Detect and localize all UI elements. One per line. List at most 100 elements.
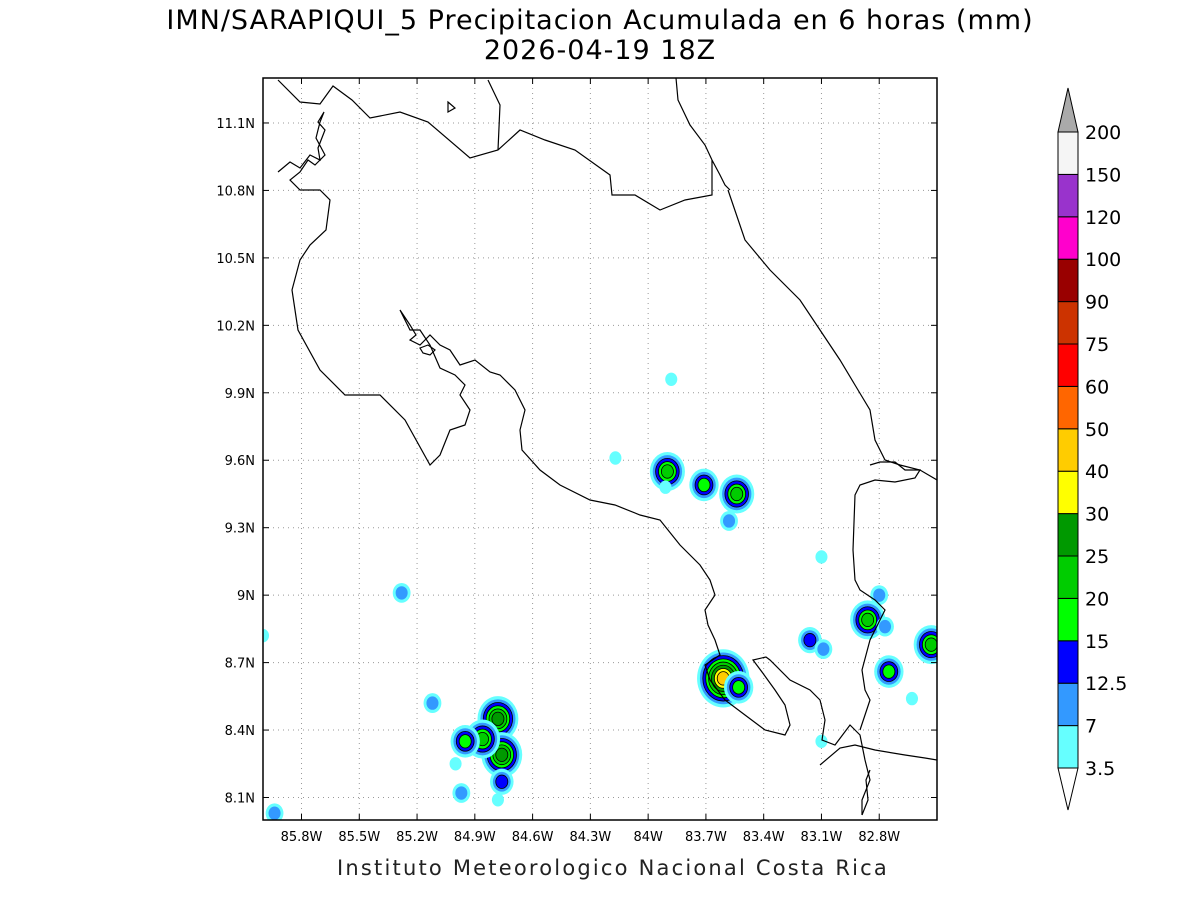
- colorbar-level-label: 75: [1085, 334, 1109, 356]
- colorbar-swatch: [1057, 597, 1079, 642]
- lon-tick-label: 83.1W: [801, 830, 843, 845]
- precip-cell: [489, 768, 514, 795]
- lat-tick-label: 8.4N: [225, 724, 255, 739]
- lat-tick-label: 10.2N: [216, 319, 255, 334]
- colorbar-swatch: [1057, 640, 1079, 684]
- map-subtitle-datetime: 2026-04-19 18Z: [483, 35, 717, 66]
- precip-contour: [263, 628, 270, 643]
- precip-cell: [263, 628, 270, 643]
- precip-contour: [268, 806, 281, 820]
- colorbar-swatch: [1057, 258, 1079, 303]
- precip-cell: [659, 480, 672, 494]
- colorbar-level-label: 3.5: [1085, 758, 1115, 780]
- lat-tick-label: 9.9N: [225, 387, 255, 402]
- lon-tick-label: 84W: [633, 830, 663, 845]
- precip-contour: [722, 514, 736, 528]
- colorbar-level-label: 50: [1085, 419, 1109, 441]
- lat-tick-label: 9.6N: [225, 454, 255, 469]
- map-frame: [262, 77, 938, 821]
- colorbar-swatch: [1057, 513, 1079, 557]
- precip-contour: [732, 680, 746, 695]
- precip-contour: [905, 691, 918, 706]
- lat-tick-label: 8.7N: [225, 657, 255, 672]
- precip-cell: [815, 550, 828, 564]
- lon-tick-label: 85.5W: [338, 830, 380, 845]
- colorbar-level-label: 120: [1085, 207, 1121, 229]
- colorbar-swatch: [1057, 555, 1079, 599]
- precip-cell: [719, 474, 755, 514]
- lat-tick-label: 10.8N: [216, 184, 255, 199]
- precip-contour: [924, 637, 937, 652]
- lat-tick-label: 9N: [237, 589, 255, 604]
- precip-contour: [449, 757, 462, 771]
- precip-cell: [423, 693, 442, 713]
- precip-cell: [450, 725, 480, 758]
- lon-tick-label: 84.9W: [454, 830, 496, 845]
- colorbar-swatch: [1057, 131, 1079, 175]
- precip-contour: [815, 734, 828, 749]
- colorbar-swatch: [1057, 385, 1079, 430]
- precip-contour: [495, 774, 509, 789]
- precip-cell: [905, 691, 918, 706]
- lat-tick-label: 10.5N: [216, 252, 255, 267]
- precip-cell: [697, 649, 750, 708]
- colorbar-swatch: [1057, 725, 1079, 769]
- precip-cell: [665, 372, 678, 386]
- precip-cell: [392, 583, 411, 603]
- precip-contour: [882, 664, 896, 679]
- colorbar-swatch: [1057, 216, 1079, 260]
- coastline-caribbean: [727, 189, 937, 481]
- colorbar-swatch: [1057, 301, 1079, 345]
- lon-tick-label: 83.4W: [743, 830, 785, 845]
- precip-cell: [876, 616, 894, 637]
- precip-contour: [817, 642, 830, 656]
- precip-contour: [861, 612, 875, 627]
- precip-contour: [660, 464, 674, 479]
- lon-tick-label: 83.7W: [685, 830, 727, 845]
- precip-cell: [913, 625, 937, 665]
- grid-lines: [263, 78, 937, 820]
- colorbar-level-label: 90: [1085, 292, 1109, 314]
- coastline-panama-pacific: [819, 744, 937, 766]
- precip-contour: [458, 734, 472, 749]
- colorbar-level-label: 200: [1085, 122, 1121, 144]
- precip-cell: [452, 783, 471, 803]
- lon-tick-label: 84.6W: [512, 830, 554, 845]
- colorbar-level-label: 25: [1085, 546, 1109, 568]
- credit-text: Instituto Meteorologico Nacional Costa R…: [337, 856, 889, 880]
- lat-tick-label: 8.1N: [225, 792, 255, 807]
- coastline-north-lake: [277, 79, 731, 211]
- colorbar-level-label: 40: [1085, 461, 1109, 483]
- colorbar-level-label: 60: [1085, 376, 1109, 398]
- border-panama: [852, 461, 922, 731]
- precip-cell: [609, 451, 622, 465]
- precip-contour: [665, 372, 678, 386]
- precip-cell: [265, 803, 284, 820]
- colorbar: 3.5 7 12.5 15 20 25 30 40 50 60 75 90 100 120 150 200: [1057, 87, 1127, 811]
- precip-cell: [491, 793, 504, 807]
- coastline-pacific: [277, 111, 871, 815]
- lon-tick-label: 85.8W: [281, 830, 323, 845]
- precip-contour: [878, 619, 892, 634]
- precip-contour: [697, 477, 711, 493]
- colorbar-swatch: [1057, 682, 1079, 727]
- axis-ticks: 85.8W 85.5W 85.2W 84.9W 84.6W 84.3W 84W 83.7W 83…: [216, 78, 937, 845]
- coastline-south-tip: [861, 769, 871, 816]
- lon-tick-label: 85.2W: [396, 830, 438, 845]
- precip-cell: [874, 655, 904, 688]
- precip-cell: [689, 468, 719, 502]
- precip-cell: [814, 639, 833, 660]
- precip-contour: [495, 747, 509, 762]
- precip-cell: [850, 600, 886, 640]
- precip-contour: [873, 588, 886, 602]
- colorbar-swatch: [1057, 470, 1079, 515]
- precip-contour: [609, 451, 622, 465]
- lon-tick-label: 82.8W: [858, 830, 900, 845]
- colorbar-level-label: 20: [1085, 588, 1109, 610]
- precip-cell: [723, 671, 754, 704]
- colorbar-swatch: [1057, 428, 1079, 472]
- colorbar-under-arrow: [1057, 767, 1079, 811]
- precip-contour: [815, 550, 828, 564]
- colorbar-level-label: 150: [1085, 164, 1121, 186]
